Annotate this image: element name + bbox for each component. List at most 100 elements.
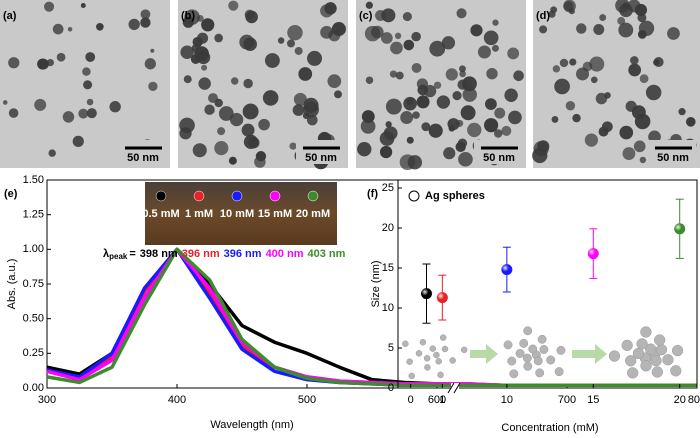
particle: [593, 24, 605, 35]
particle: [331, 22, 346, 37]
particle: [327, 74, 342, 89]
particle: [371, 25, 384, 39]
legend-label: Ag spheres: [425, 190, 485, 202]
scale-bar-label: 50 nm: [127, 152, 159, 164]
particle: [443, 147, 456, 160]
y-tick-label: 1.50: [23, 174, 44, 186]
particle: [599, 14, 607, 21]
particle: [244, 9, 255, 20]
particle: [179, 127, 192, 140]
particle: [584, 133, 599, 147]
illustration-particle: [415, 350, 423, 357]
particle: [622, 147, 636, 160]
particle: [394, 32, 402, 40]
particle: [307, 50, 323, 66]
particle: [421, 122, 431, 132]
particle: [552, 65, 561, 73]
particle: [565, 101, 576, 111]
peak-subscript: peak: [109, 252, 128, 261]
particle: [634, 113, 651, 130]
illustration-particle: [653, 334, 666, 346]
particle: [44, 1, 55, 12]
particle: [86, 108, 97, 119]
particle: [286, 39, 295, 48]
peak-symbol: λ: [103, 248, 109, 260]
illustration-particle: [429, 345, 437, 352]
particle: [486, 67, 498, 80]
x-tick-label: 400: [168, 394, 186, 406]
particle: [429, 40, 446, 57]
illustration-particle: [537, 334, 547, 344]
particle: [403, 96, 417, 111]
particle: [455, 141, 466, 153]
illustration-particle: [507, 356, 517, 366]
particle: [298, 67, 313, 81]
particle: [618, 22, 634, 38]
illustration-particle: [640, 360, 652, 372]
point-highlight: [587, 248, 599, 260]
point-highlight: [421, 288, 432, 300]
particle: [411, 62, 422, 73]
inset-label: 10 mM: [220, 208, 254, 220]
inset-label: 1 mM: [185, 208, 213, 220]
particle: [292, 104, 305, 116]
particle: [504, 88, 518, 102]
particle: [559, 58, 569, 68]
particle: [230, 77, 239, 85]
illustration-particle: [424, 364, 431, 371]
particle: [436, 95, 451, 109]
particle: [576, 23, 587, 34]
plot-frame: [397, 179, 698, 389]
inset-label: 0.5 mM: [142, 208, 179, 220]
peak-label: 398 nm: [140, 248, 178, 260]
y-tick-label: 20: [382, 222, 394, 234]
scale-bar-bg: [648, 140, 696, 164]
illustration-particle: [533, 356, 543, 366]
particle: [406, 136, 414, 144]
particle: [628, 63, 642, 77]
particle: [508, 110, 522, 125]
peak-label: 400 nm: [266, 248, 304, 260]
particle: [361, 110, 375, 123]
particle: [46, 58, 54, 67]
particle: [228, 0, 239, 11]
illustration-particle: [640, 326, 652, 338]
particle: [630, 56, 639, 65]
particle: [452, 91, 462, 101]
y-tick-label: 0.25: [23, 347, 44, 359]
illustration-particle: [437, 371, 444, 379]
particle: [604, 92, 611, 99]
particle: [379, 145, 393, 159]
particle: [568, 8, 575, 15]
particle: [539, 25, 548, 34]
peak-annotation: λpeak = 398 nm 396 nm 396 nm 400 nm 403 nm: [103, 248, 346, 261]
particle: [196, 50, 211, 65]
panel-label: (f): [367, 188, 378, 200]
particle: [459, 65, 466, 73]
particle: [483, 118, 499, 133]
particle: [258, 118, 270, 131]
scale-bar-bg: [296, 140, 344, 164]
particle: [86, 98, 94, 106]
particle: [385, 121, 392, 128]
particle: [83, 80, 93, 90]
particle: [513, 70, 524, 82]
x-tick-label: 700: [558, 394, 576, 406]
particle: [433, 81, 442, 89]
illustration-particle: [441, 345, 449, 353]
particle: [140, 17, 151, 28]
x-axis-label: Concentration (mM): [501, 422, 598, 434]
particle: [277, 37, 285, 44]
illustration-particle: [671, 344, 684, 357]
particle: [80, 2, 86, 8]
y-tick-label: 0.00: [23, 382, 44, 394]
particle: [380, 32, 393, 44]
particle: [653, 57, 664, 68]
particle: [390, 41, 403, 55]
particle: [483, 30, 499, 46]
x-tick-label: 300: [38, 394, 56, 406]
particle: [637, 13, 647, 23]
particle: [445, 68, 458, 81]
particle: [140, 9, 151, 20]
illustration-particle: [515, 349, 525, 358]
